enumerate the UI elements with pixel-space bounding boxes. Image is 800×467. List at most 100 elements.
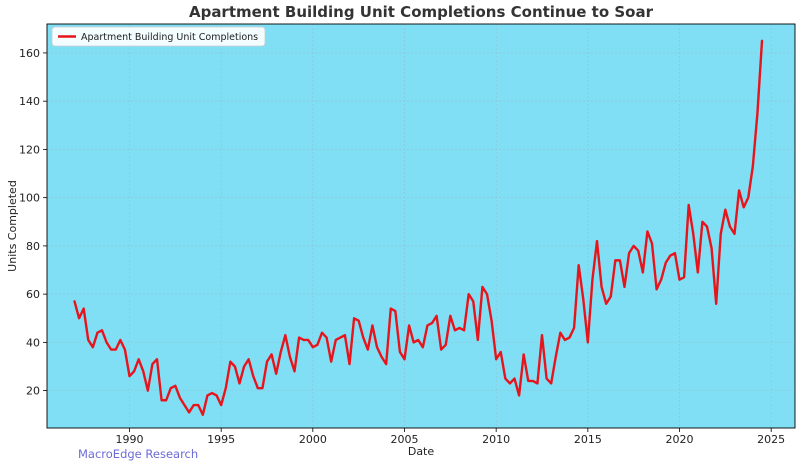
data-point bbox=[481, 286, 483, 288]
data-point bbox=[545, 377, 547, 379]
data-point bbox=[600, 286, 602, 288]
data-point bbox=[174, 385, 176, 387]
data-point bbox=[270, 353, 272, 355]
data-point bbox=[532, 380, 534, 382]
data-point bbox=[284, 334, 286, 336]
data-point bbox=[720, 233, 722, 235]
data-point bbox=[486, 293, 488, 295]
data-point bbox=[371, 324, 373, 326]
data-point bbox=[665, 262, 667, 264]
data-point bbox=[220, 404, 222, 406]
data-point bbox=[312, 346, 314, 348]
data-point bbox=[477, 339, 479, 341]
data-point bbox=[559, 332, 561, 334]
y-tick-label: 80 bbox=[26, 240, 40, 253]
data-point bbox=[550, 382, 552, 384]
data-point bbox=[78, 317, 80, 319]
data-point bbox=[147, 389, 149, 391]
data-point bbox=[417, 339, 419, 341]
data-point bbox=[504, 377, 506, 379]
data-point bbox=[234, 365, 236, 367]
data-point bbox=[587, 341, 589, 343]
x-tick-label: 2025 bbox=[757, 433, 785, 446]
data-point bbox=[82, 307, 84, 309]
data-point bbox=[724, 209, 726, 211]
data-point bbox=[555, 356, 557, 358]
data-point bbox=[215, 394, 217, 396]
data-point bbox=[582, 298, 584, 300]
data-point bbox=[289, 356, 291, 358]
data-point bbox=[266, 360, 268, 362]
x-tick-label: 2005 bbox=[391, 433, 419, 446]
data-point bbox=[738, 189, 740, 191]
y-tick-label: 40 bbox=[26, 336, 40, 349]
data-point bbox=[257, 387, 259, 389]
x-tick-label: 2000 bbox=[299, 433, 327, 446]
y-tick-label: 20 bbox=[26, 385, 40, 398]
data-point bbox=[348, 363, 350, 365]
data-point bbox=[674, 252, 676, 254]
data-point bbox=[642, 271, 644, 273]
data-point bbox=[733, 233, 735, 235]
data-point bbox=[458, 327, 460, 329]
data-point bbox=[357, 319, 359, 321]
data-point bbox=[101, 329, 103, 331]
data-point bbox=[706, 225, 708, 227]
data-point bbox=[637, 250, 639, 252]
data-point bbox=[119, 339, 121, 341]
data-point bbox=[513, 377, 515, 379]
data-point bbox=[655, 288, 657, 290]
data-point bbox=[344, 334, 346, 336]
y-tick-label: 60 bbox=[26, 288, 40, 301]
data-point bbox=[247, 358, 249, 360]
data-point bbox=[96, 332, 98, 334]
data-point bbox=[715, 303, 717, 305]
data-point bbox=[742, 206, 744, 208]
data-point bbox=[445, 344, 447, 346]
data-point bbox=[509, 382, 511, 384]
data-point bbox=[156, 358, 158, 360]
data-point bbox=[229, 360, 231, 362]
x-tick-label: 2015 bbox=[574, 433, 602, 446]
data-point bbox=[275, 373, 277, 375]
series-line bbox=[73, 39, 764, 416]
x-tick-label: 2020 bbox=[666, 433, 694, 446]
data-point bbox=[431, 322, 433, 324]
data-point bbox=[293, 370, 295, 372]
data-point bbox=[211, 392, 213, 394]
data-point bbox=[573, 327, 575, 329]
data-point bbox=[261, 387, 263, 389]
data-point bbox=[564, 339, 566, 341]
watermark-annotation: MacroEdge Research bbox=[78, 447, 198, 461]
data-point bbox=[697, 271, 699, 273]
data-point bbox=[710, 247, 712, 249]
data-point bbox=[403, 358, 405, 360]
data-point bbox=[632, 245, 634, 247]
data-point bbox=[128, 375, 130, 377]
x-tick-label: 1995 bbox=[207, 433, 235, 446]
data-point bbox=[330, 360, 332, 362]
data-point bbox=[367, 348, 369, 350]
data-point bbox=[197, 404, 199, 406]
data-point bbox=[467, 293, 469, 295]
data-point bbox=[440, 348, 442, 350]
y-tick-label: 160 bbox=[19, 47, 40, 60]
data-point bbox=[165, 399, 167, 401]
y-axis-title: Units Completed bbox=[6, 180, 19, 272]
data-point bbox=[747, 196, 749, 198]
legend-box bbox=[51, 26, 266, 47]
x-tick-label: 2010 bbox=[482, 433, 510, 446]
data-point bbox=[472, 300, 474, 302]
data-point bbox=[687, 204, 689, 206]
data-point bbox=[124, 348, 126, 350]
x-tick-label: 1990 bbox=[116, 433, 144, 446]
data-point bbox=[651, 242, 653, 244]
data-point bbox=[325, 336, 327, 338]
data-point bbox=[73, 300, 75, 302]
data-point bbox=[192, 404, 194, 406]
data-point bbox=[238, 382, 240, 384]
data-point bbox=[628, 252, 630, 254]
data-point bbox=[376, 346, 378, 348]
data-point bbox=[280, 351, 282, 353]
